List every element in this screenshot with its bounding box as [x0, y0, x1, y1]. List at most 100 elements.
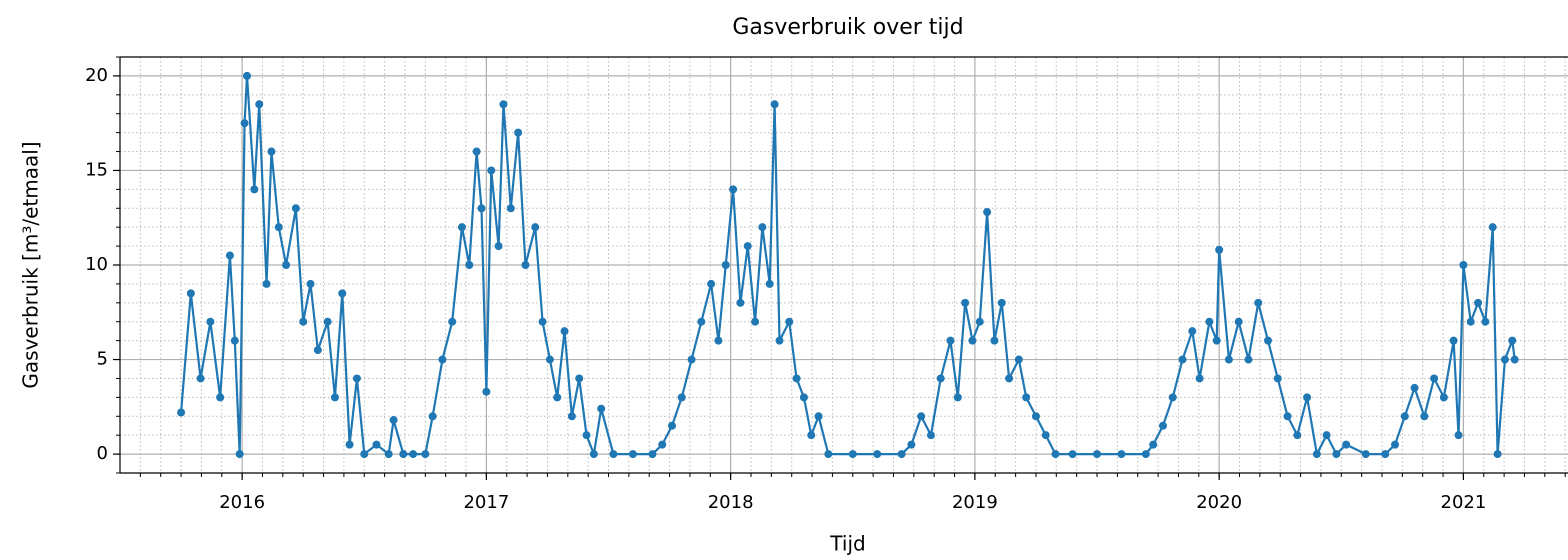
data-point	[1051, 450, 1060, 459]
data-point	[751, 317, 760, 326]
data-point	[1178, 355, 1187, 364]
data-point	[1188, 327, 1197, 336]
data-point	[1481, 317, 1490, 326]
data-point	[216, 393, 225, 402]
y-tick-label: 10	[85, 254, 108, 275]
data-point	[465, 261, 474, 269]
data-point	[206, 317, 215, 326]
data-point	[499, 100, 508, 109]
data-point	[1068, 450, 1077, 459]
y-tick-label: 20	[85, 65, 108, 86]
data-point	[553, 393, 562, 402]
data-point	[1041, 431, 1050, 440]
data-point	[1466, 317, 1475, 326]
data-point	[1510, 355, 1519, 364]
data-point	[186, 289, 195, 298]
data-point	[814, 412, 823, 421]
data-point	[1430, 374, 1439, 383]
data-point	[1283, 412, 1292, 421]
data-point	[384, 450, 393, 459]
data-point	[299, 317, 308, 326]
data-point	[330, 393, 339, 402]
data-point	[1420, 412, 1429, 421]
data-point	[230, 336, 239, 345]
data-point	[799, 393, 808, 402]
data-point	[291, 204, 300, 213]
data-point	[1342, 440, 1351, 449]
data-point	[262, 279, 271, 288]
data-point	[770, 100, 779, 109]
y-tick-label: 0	[97, 443, 108, 464]
data-point	[514, 128, 523, 137]
data-point	[926, 431, 935, 440]
data-point	[824, 450, 833, 459]
data-point	[1158, 421, 1167, 430]
data-point	[196, 374, 205, 383]
x-tick-label: 2018	[708, 492, 754, 513]
data-point	[1439, 393, 1448, 402]
data-point	[372, 440, 381, 449]
data-point	[807, 431, 816, 440]
data-point	[494, 242, 503, 251]
data-point	[848, 450, 857, 459]
data-point	[758, 223, 767, 232]
data-point	[589, 450, 598, 459]
data-point	[225, 251, 234, 260]
data-point	[448, 317, 457, 326]
data-point	[477, 204, 486, 213]
data-point	[990, 336, 999, 345]
y-tick-label: 15	[85, 159, 108, 180]
data-point	[282, 261, 291, 269]
data-point	[545, 355, 554, 364]
y-tick-label: 5	[97, 349, 108, 370]
data-point	[521, 261, 530, 269]
x-tick-label: 2020	[1196, 492, 1242, 513]
data-point	[1322, 431, 1331, 440]
data-point	[1410, 383, 1419, 392]
x-axis-label: Tijd	[829, 532, 865, 556]
data-point	[1093, 450, 1102, 459]
data-point	[345, 440, 354, 449]
data-point	[714, 336, 723, 345]
data-point	[597, 404, 606, 413]
data-point	[1449, 336, 1458, 345]
data-point	[1141, 450, 1150, 459]
data-point	[997, 298, 1006, 307]
data-point	[482, 387, 491, 396]
data-point	[1459, 261, 1468, 269]
data-point	[1493, 450, 1502, 459]
data-point	[968, 336, 977, 345]
data-point	[1014, 355, 1023, 364]
chart-title: Gasverbruik over tijd	[732, 15, 963, 40]
x-tick-label: 2019	[952, 492, 998, 513]
data-point	[953, 393, 962, 402]
data-point	[428, 412, 437, 421]
data-point	[323, 317, 332, 326]
data-point	[677, 393, 686, 402]
data-point	[1117, 450, 1126, 459]
data-point	[658, 440, 667, 449]
data-point	[1224, 355, 1233, 364]
data-point	[687, 355, 696, 364]
data-point	[240, 119, 249, 128]
data-point	[1400, 412, 1409, 421]
data-point	[1312, 450, 1321, 459]
data-point	[575, 374, 584, 383]
data-point	[792, 374, 801, 383]
data-point	[873, 450, 882, 459]
data-point	[267, 147, 276, 156]
data-point	[668, 421, 677, 430]
data-point	[457, 223, 466, 232]
data-point	[1454, 431, 1463, 440]
data-point	[628, 450, 637, 459]
data-point	[1234, 317, 1243, 326]
data-point	[1168, 393, 1177, 402]
data-point	[743, 242, 752, 251]
data-point	[313, 346, 322, 355]
data-point	[1264, 336, 1273, 345]
data-point	[697, 317, 706, 326]
data-point	[243, 71, 252, 80]
data-point	[1273, 374, 1282, 383]
data-point	[707, 279, 716, 288]
